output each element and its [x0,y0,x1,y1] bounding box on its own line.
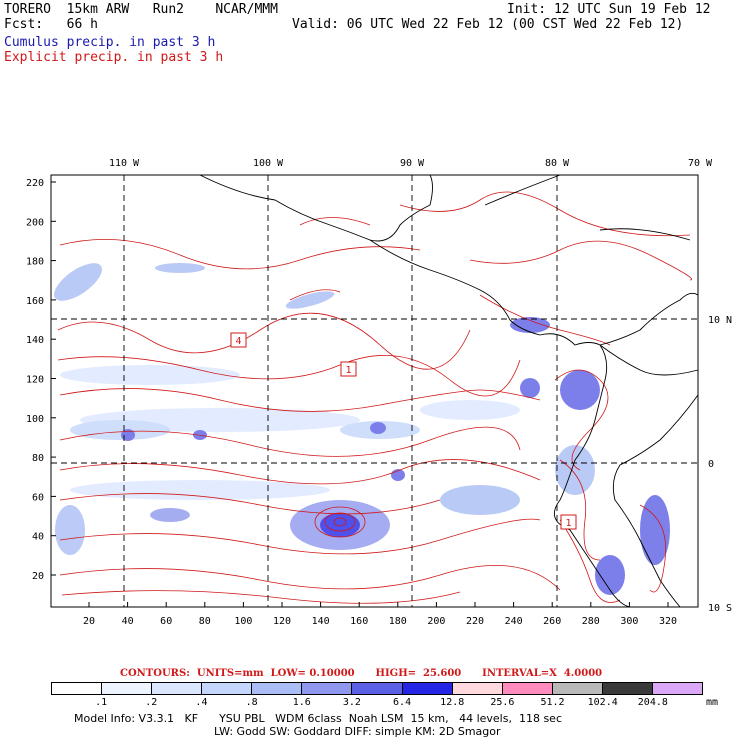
lat-lon-grid [51,175,698,607]
precip-colorbar [51,682,703,695]
lon-label: 110 W [109,158,140,169]
x-tick-label: 240 [505,616,523,627]
lat-label: 10 N [708,315,732,326]
x-tick-label: 260 [543,616,561,627]
init-time: Init: 12 UTC Sun 19 Feb 12 [507,2,711,17]
x-tick-label: 300 [620,616,638,627]
colorbar-label: .1 [95,697,108,708]
lon-label: 80 W [545,158,570,169]
colorbar-swatch [602,683,653,694]
lat-label: 10 S [708,603,732,614]
lon-label: 70 W [688,158,713,169]
colorbar-swatch [102,683,153,694]
y-tick-label: 160 [26,296,44,307]
y-tick-label: 100 [26,414,44,425]
x-tick-label: 120 [273,616,291,627]
explicit-precip-contours [57,191,692,604]
y-tick-label: 220 [26,178,44,189]
y-tick-label: 140 [26,335,44,346]
colorbar-swatch [152,683,203,694]
cumulus-legend: Cumulus precip. in past 3 h [4,35,216,50]
contour-label-1b: 1 [565,518,571,529]
colorbar-label: .8 [245,697,258,708]
x-tick-label: 20 [83,616,95,627]
colorbar-swatch [402,683,453,694]
model-run-title: TORERO 15km ARW Run2 NCAR/MMM [4,2,278,17]
y-tick-label: 60 [32,492,44,503]
map-frame [50,174,699,608]
x-tick-label: 220 [466,616,484,627]
y-tick-label: 120 [26,375,44,386]
bottom-grid-ticks: 20 40 60 80 100 120 140 160 180 200 220 240 260 280 30… [83,602,677,627]
y-tick-label: 40 [32,532,44,543]
y-tick-label: 80 [32,453,44,464]
colorbar-label: 6.4 [393,697,412,708]
lat-label: 0 [708,459,714,470]
contours-info: CONTOURS: UNITS=mm LOW= 0.10000 HIGH= 25… [120,668,603,679]
colorbar-swatch [302,683,353,694]
colorbar-label: 204.8 [637,697,668,708]
explicit-legend: Explicit precip. in past 3 h [4,50,224,65]
x-tick-label: 320 [659,616,677,627]
colorbar-swatch [652,683,703,694]
x-tick-label: 100 [234,616,252,627]
lon-label: 90 W [400,158,425,169]
x-tick-label: 180 [389,616,407,627]
x-tick-label: 200 [427,616,445,627]
x-tick-label: 60 [160,616,172,627]
colorbar-label: .2 [145,697,158,708]
colorbar-swatch [552,683,603,694]
colorbar-swatch [202,683,253,694]
colorbar-label: 25.6 [490,697,515,708]
y-tick-label: 180 [26,257,44,268]
colorbar-swatch [52,683,103,694]
coastlines [199,174,699,608]
contour-label-1a: 1 [345,365,351,376]
colorbar-swatch [352,683,403,694]
colorbar-swatch [452,683,503,694]
physics-info: LW: Godd SW: Goddard DIFF: simple KM: 2D… [214,725,501,738]
right-lat-labels: 10 N 0 10 S [708,315,732,614]
colorbar-label: 12.8 [440,697,465,708]
x-tick-label: 80 [199,616,211,627]
colorbar-swatch [502,683,553,694]
forecast-hour: Fcst: 66 h [4,17,98,32]
lon-label: 100 W [253,158,284,169]
y-tick-label: 20 [32,571,44,582]
valid-time: Valid: 06 UTC Wed 22 Feb 12 (00 CST Wed … [292,17,684,32]
x-tick-label: 160 [350,616,368,627]
top-lon-labels: 110 W 100 W 90 W 80 W 70 W [109,158,713,169]
colorbar-label: 1.6 [292,697,311,708]
x-tick-label: 280 [582,616,600,627]
contour-labels: 4 1 1 [230,332,577,530]
colorbar-label: .4 [195,697,208,708]
left-grid-ticks: 220 200 180 160 140 120 100 80 60 40 20 [26,178,56,582]
colorbar-label: 102.4 [587,697,618,708]
y-tick-label: 200 [26,217,44,228]
colorbar-label: 3.2 [342,697,361,708]
colorbar-label: 51.2 [540,697,565,708]
model-info: Model Info: V3.3.1 KF YSU PBL WDM 6class… [74,712,562,725]
contour-label-4: 4 [235,336,241,347]
colorbar-unit: mm [705,697,719,708]
x-tick-label: 140 [312,616,330,627]
x-tick-label: 40 [122,616,134,627]
colorbar-swatch [252,683,303,694]
